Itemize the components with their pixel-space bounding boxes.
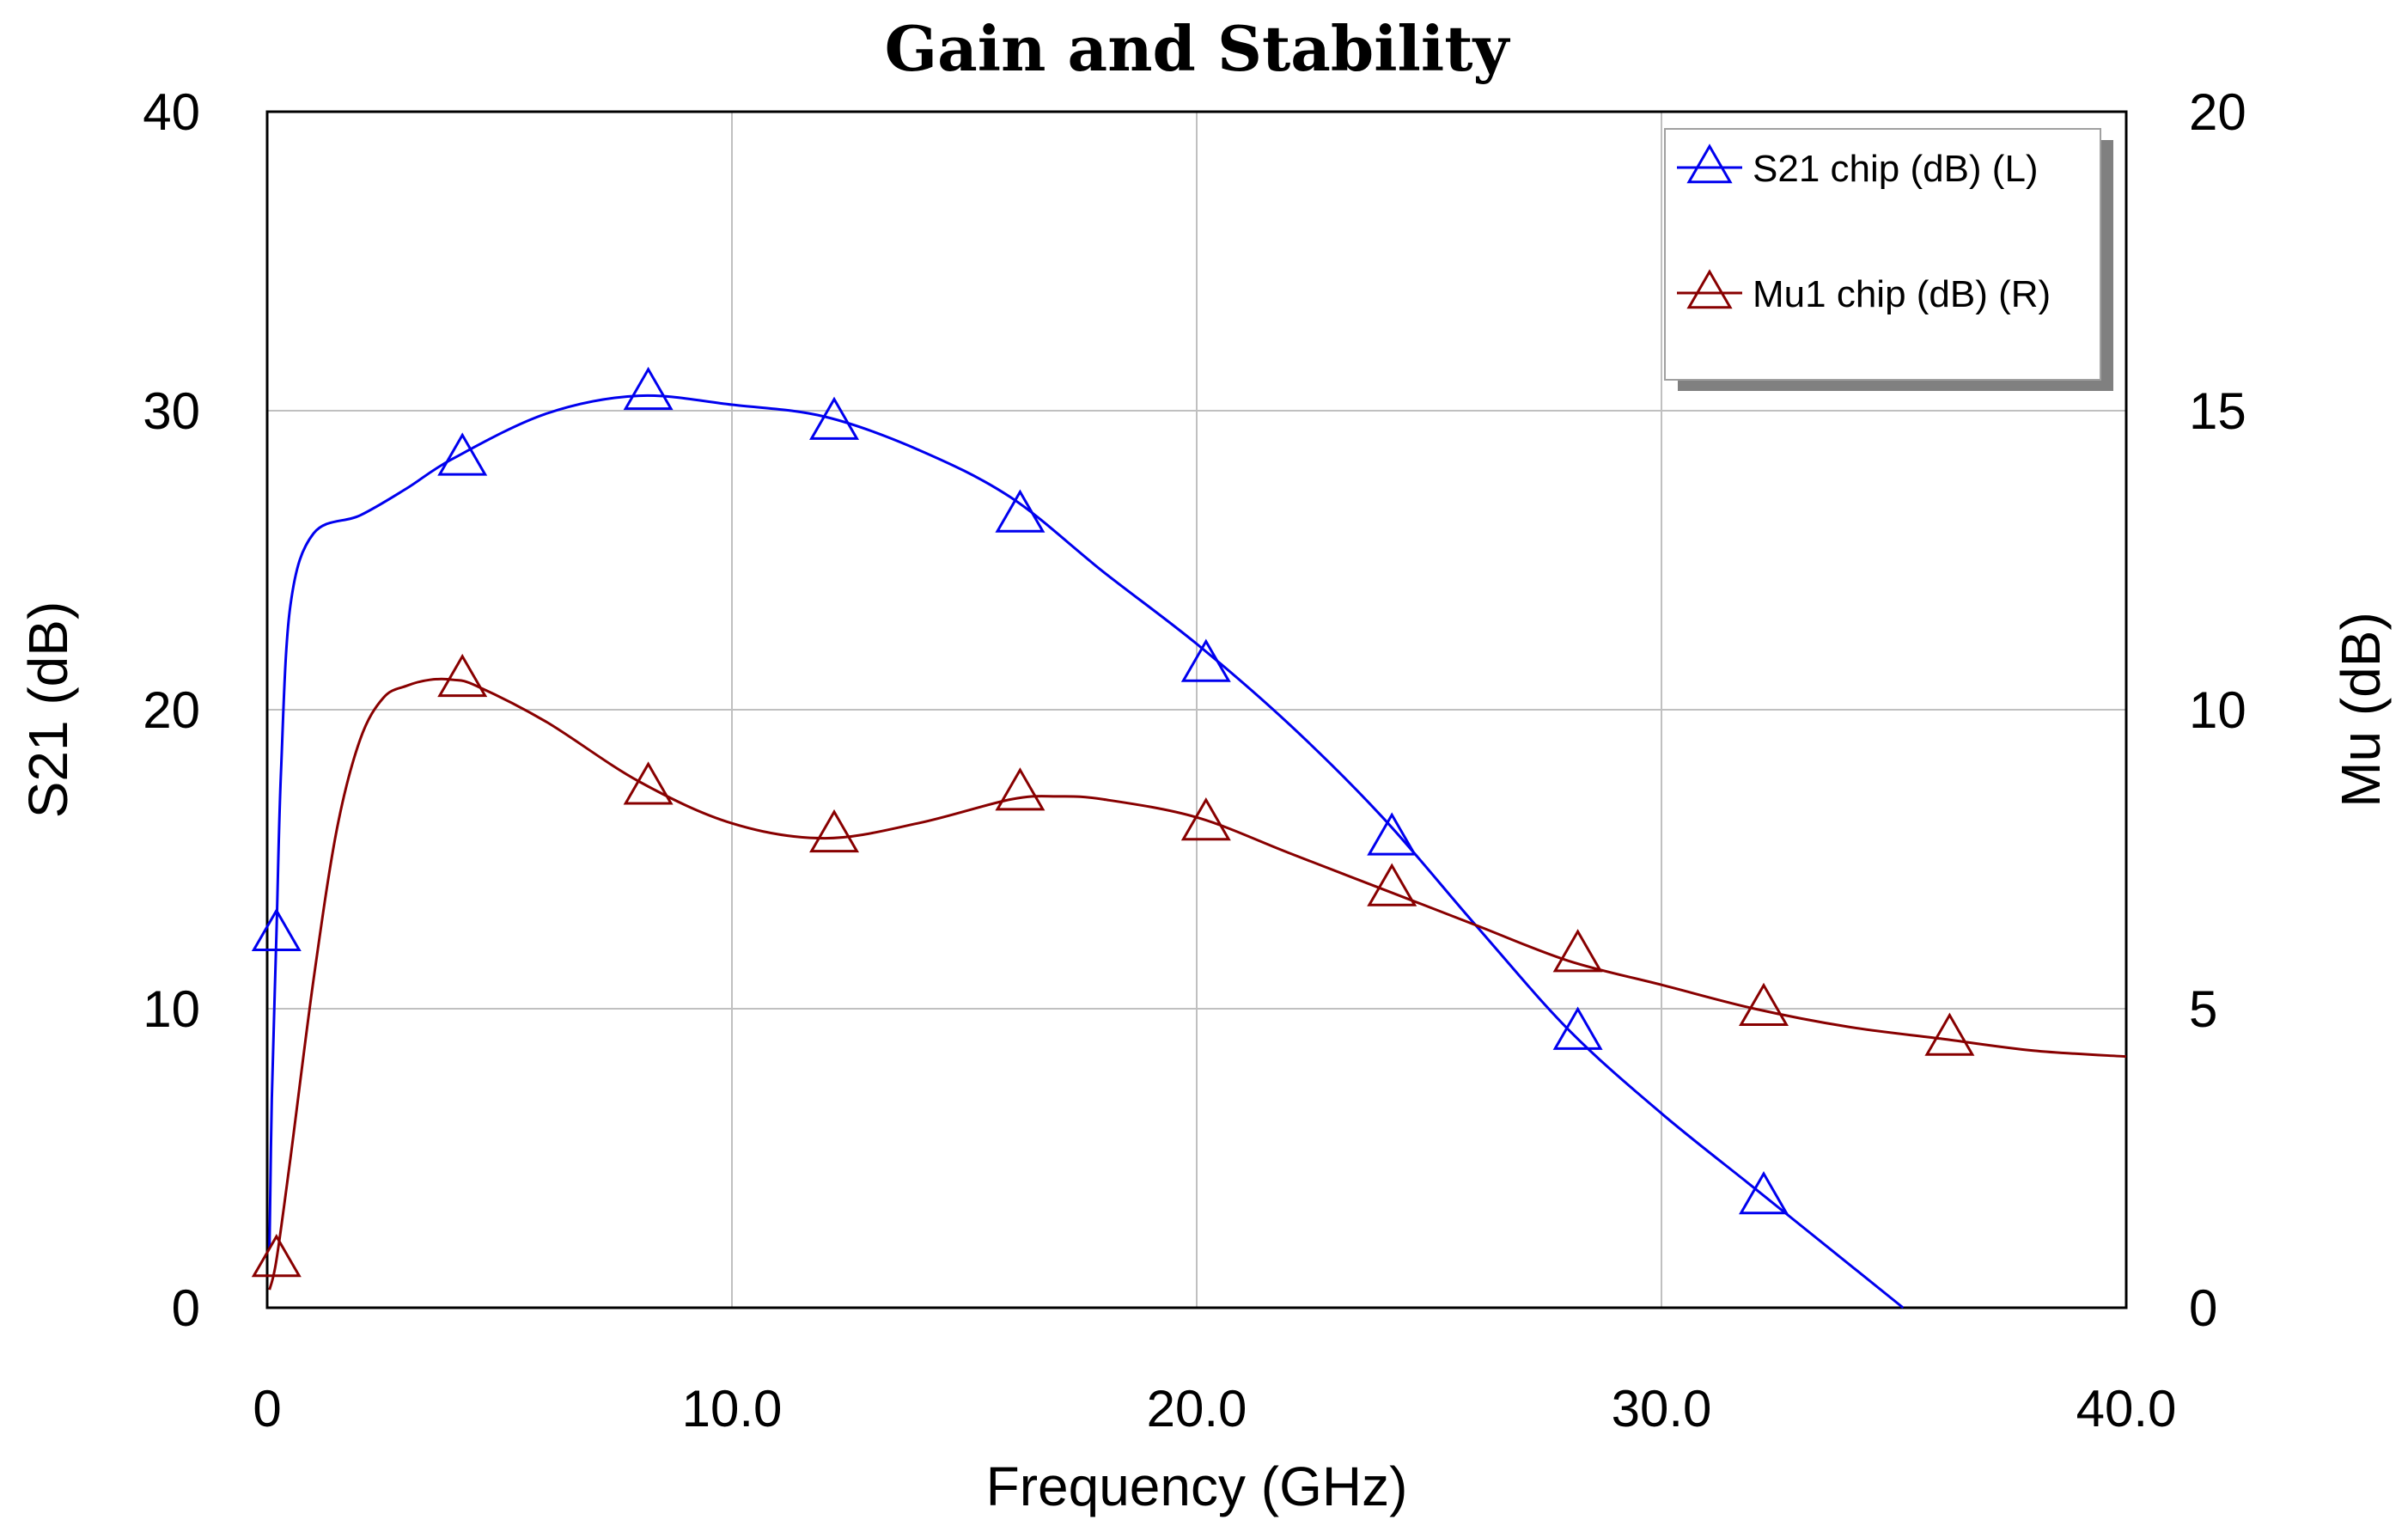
y-left-tick-label: 0 xyxy=(172,1279,200,1337)
plot-area xyxy=(265,110,2128,1309)
data-point-marker xyxy=(437,432,488,476)
data-point-marker xyxy=(1739,982,1789,1026)
x-axis-label: Frequency (GHz) xyxy=(986,1456,1408,1517)
y-right-tick-labels: 0 5 10 15 20 xyxy=(2189,83,2246,1337)
data-point-marker xyxy=(995,489,1045,533)
data-point-marker xyxy=(251,1234,302,1278)
chart-title: Gain and Stability xyxy=(885,12,1511,85)
legend: S21 chip (dB) (L) Mu1 chip (dB) (R) xyxy=(1664,128,2113,391)
data-point-marker xyxy=(623,366,674,411)
x-tick-labels: 0 10.0 20.0 30.0 40.0 xyxy=(253,1380,2176,1437)
legend-marker xyxy=(1686,143,1733,184)
legend-label: Mu1 chip (dB) (R) xyxy=(1753,273,2051,315)
y-left-tick-label: 40 xyxy=(143,83,200,141)
x-tick-label: 40.0 xyxy=(2076,1380,2177,1437)
data-point-marker xyxy=(1367,812,1417,856)
legend-box xyxy=(1664,128,2101,381)
data-point-marker xyxy=(1367,863,1417,906)
x-tick-label: 10.0 xyxy=(682,1380,783,1437)
series-line xyxy=(268,394,1905,1309)
x-tick-label: 30.0 xyxy=(1612,1380,1712,1437)
data-point-marker xyxy=(1552,1006,1603,1050)
y-right-tick-label: 10 xyxy=(2189,681,2246,739)
y-right-tick-label: 5 xyxy=(2189,980,2217,1038)
series-line xyxy=(268,677,2127,1291)
legend-marker xyxy=(1686,269,1733,309)
data-point-marker xyxy=(1924,1012,1975,1056)
series-2 xyxy=(251,653,2127,1291)
legend-label: S21 chip (dB) (L) xyxy=(1753,148,2039,190)
series-1 xyxy=(251,366,1905,1309)
x-tick-label: 0 xyxy=(253,1380,281,1437)
y-right-tick-label: 20 xyxy=(2189,83,2246,141)
data-point-marker xyxy=(437,653,488,698)
data-point-marker xyxy=(1180,638,1231,682)
y-right-tick-label: 15 xyxy=(2189,382,2246,440)
y-right-tick-label: 0 xyxy=(2189,1279,2217,1337)
data-point-marker xyxy=(623,761,674,805)
y-left-tick-labels: 0 10 20 30 40 xyxy=(143,83,200,1337)
y-left-tick-label: 20 xyxy=(143,681,200,739)
y-left-axis-label: S21 (dB) xyxy=(17,601,79,819)
y-left-tick-label: 10 xyxy=(143,980,200,1038)
data-point-marker xyxy=(1739,1170,1789,1215)
data-point-marker xyxy=(251,907,302,951)
data-point-marker xyxy=(1180,796,1231,841)
data-point-marker xyxy=(809,396,860,440)
y-left-tick-label: 30 xyxy=(143,382,200,440)
x-tick-label: 20.0 xyxy=(1147,1380,1247,1437)
data-point-marker xyxy=(809,809,860,853)
data-point-marker xyxy=(995,767,1045,811)
data-point-marker xyxy=(1552,929,1603,973)
y-right-axis-label: Mu (dB) xyxy=(2330,612,2392,808)
series-layer xyxy=(251,366,2127,1309)
grid-lines xyxy=(267,112,2126,1308)
